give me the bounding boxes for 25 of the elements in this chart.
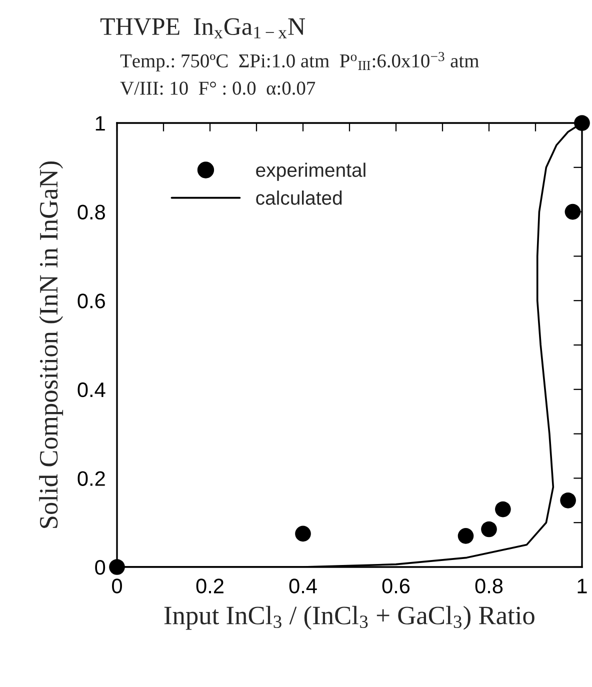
text: Temp.: 750ºC ΣPi:1.0 atm P$^{o}$$_{III}$:6.0x10$^{−3}$ atm V/III: 10 F° : 0.0 α:0.07 [120,52,479,95]
legend-label: experimental [256,162,366,181]
x-tick-label: 1 [578,578,587,594]
chart-title: THVPE In$_{x}$Ga$_{1−x}$N [100,18,305,38]
x-tick-label: 0.6 [382,578,410,594]
y-tick-label: 0 [95,560,106,575]
y-axis-title: Solid Composition (InN in InGaN) [39,161,64,528]
y-tick-label: 0.6 [78,294,105,308]
x-tick-label: 0.2 [196,578,224,594]
x-tick-label: 0.4 [289,578,317,594]
y-tick-label: 0.4 [78,382,106,398]
y-tick-label: 1 [96,116,105,131]
point [458,528,474,544]
point [495,501,511,518]
x-tick-label: 0.8 [475,578,503,594]
point [109,559,125,575]
point [560,492,576,508]
point [295,526,311,542]
y-tick-label: 0.8 [78,204,105,220]
y-tick-label: 0.2 [78,471,105,486]
point [481,521,497,538]
x-tick-label: 0 [112,578,122,594]
point [564,204,581,220]
legend-label: calculated [256,190,342,205]
x-axis-title: Input InCl$_{3}$ / (InCl$_{3}$ + GaCl$_{3}$) Ratio [164,606,534,630]
